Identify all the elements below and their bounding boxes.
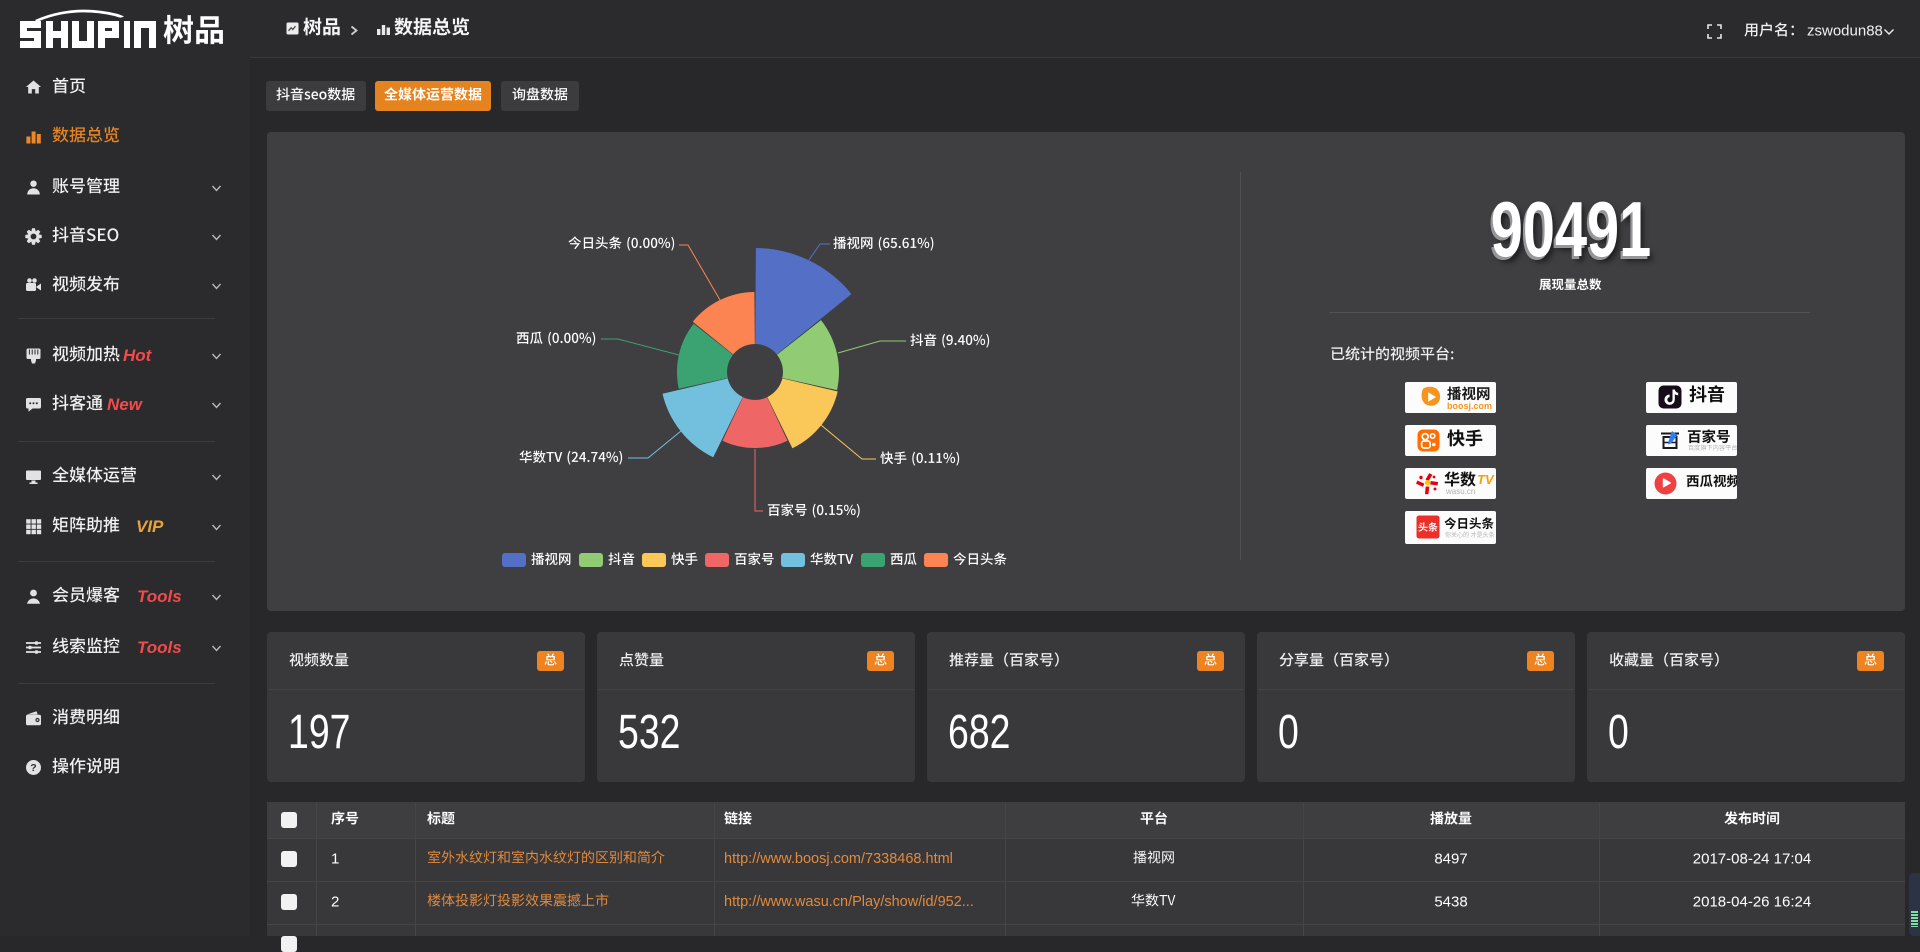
svg-text:?: ? [30,762,36,774]
